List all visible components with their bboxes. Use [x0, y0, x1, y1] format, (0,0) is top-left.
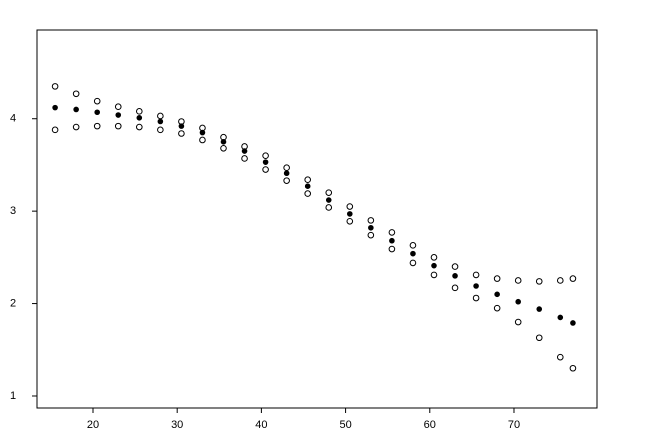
point — [346, 218, 354, 225]
point — [157, 118, 164, 125]
point — [472, 271, 480, 279]
point — [430, 271, 438, 279]
point — [570, 320, 576, 326]
x-tick-label: 20 — [87, 419, 99, 431]
point — [199, 136, 206, 144]
point — [557, 314, 564, 321]
point — [452, 273, 458, 279]
point — [136, 108, 143, 115]
point — [410, 250, 416, 257]
point — [494, 291, 500, 298]
point — [136, 114, 143, 121]
point — [367, 217, 375, 224]
point — [115, 112, 122, 118]
point — [51, 83, 59, 90]
point — [556, 277, 564, 284]
point — [473, 283, 479, 289]
point — [52, 104, 58, 111]
point — [304, 176, 311, 184]
plot-frame — [36, 29, 598, 409]
point — [93, 97, 101, 105]
point — [93, 122, 101, 130]
point — [346, 211, 353, 217]
point — [283, 177, 290, 184]
point — [114, 103, 122, 111]
point — [346, 203, 354, 210]
point — [431, 262, 437, 269]
point — [430, 254, 438, 261]
point — [304, 183, 311, 189]
point — [535, 278, 543, 285]
point — [157, 126, 164, 134]
point — [283, 164, 290, 172]
point — [515, 298, 521, 305]
point — [409, 259, 417, 267]
point — [114, 122, 122, 130]
x-tick-label: 30 — [171, 419, 183, 431]
point — [241, 148, 248, 154]
y-tick-label: 2 — [10, 297, 16, 309]
point — [72, 123, 80, 131]
point — [199, 129, 206, 136]
point — [451, 263, 459, 270]
point — [569, 364, 577, 372]
point — [535, 334, 543, 342]
point — [556, 353, 564, 361]
point — [325, 197, 332, 203]
point — [514, 318, 522, 326]
y-tick-label: 4 — [10, 113, 16, 125]
point — [304, 190, 311, 197]
point — [220, 139, 227, 145]
point — [51, 126, 59, 134]
point — [536, 306, 543, 312]
point — [178, 123, 185, 129]
point — [514, 277, 522, 284]
point — [409, 242, 417, 249]
point — [241, 155, 248, 162]
point — [325, 204, 333, 211]
point — [262, 152, 269, 159]
point — [262, 166, 269, 173]
point — [136, 123, 143, 131]
point — [472, 294, 480, 302]
x-tick-label: 70 — [508, 419, 520, 431]
x-tick-label: 40 — [255, 419, 267, 431]
y-tick-label: 1 — [10, 390, 16, 402]
point — [367, 231, 375, 239]
x-tick-label: 60 — [424, 419, 436, 431]
y-tick-label: 3 — [10, 205, 16, 217]
x-tick-label: 50 — [339, 419, 351, 431]
point — [73, 106, 79, 113]
point — [493, 275, 501, 282]
point — [368, 224, 374, 231]
point — [283, 170, 290, 177]
point — [220, 144, 227, 152]
point — [262, 159, 269, 165]
point — [388, 245, 396, 253]
point — [72, 90, 80, 98]
point — [325, 189, 333, 196]
point — [569, 275, 577, 282]
point — [451, 284, 459, 292]
point — [157, 112, 164, 120]
point — [94, 109, 101, 116]
point — [493, 304, 501, 312]
point — [389, 237, 395, 244]
point — [178, 130, 185, 137]
point — [388, 229, 396, 236]
